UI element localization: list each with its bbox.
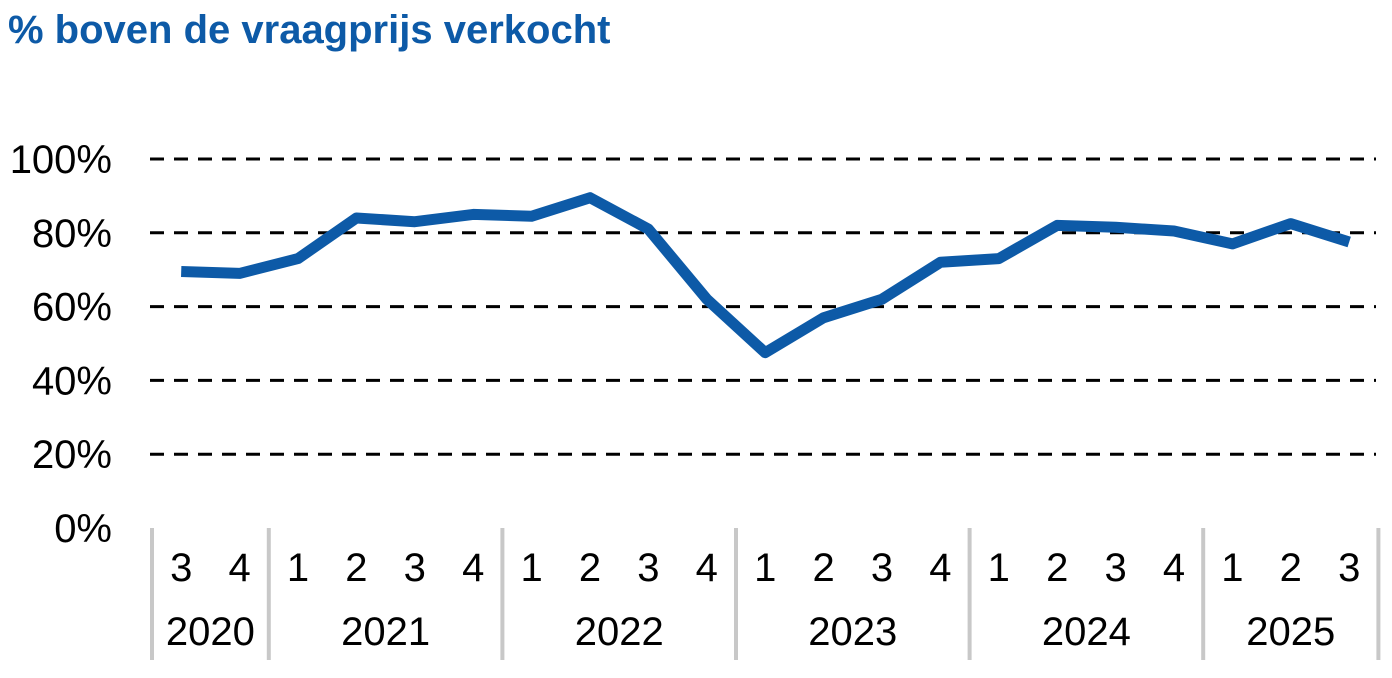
x-tick-label-year: 2022: [575, 610, 664, 654]
y-tick-label: 100%: [10, 138, 112, 182]
y-tick-label: 60%: [32, 286, 112, 330]
y-tick-label: 40%: [32, 359, 112, 403]
x-tick-label-quarter: 3: [871, 546, 893, 590]
x-tick-label-year: 2025: [1246, 610, 1335, 654]
x-tick-label-quarter: 2: [812, 546, 834, 590]
x-tick-label-quarter: 3: [1338, 546, 1360, 590]
x-tick-label-quarter: 2: [345, 546, 367, 590]
x-tick-label-quarter: 2: [579, 546, 601, 590]
x-tick-label-year: 2021: [341, 610, 430, 654]
x-tick-label-quarter: 1: [988, 546, 1010, 590]
x-tick-label-year: 2020: [166, 610, 255, 654]
chart-title: % boven de vraagprijs verkocht: [8, 8, 611, 52]
series-line: [181, 192, 1351, 359]
x-tick-label-quarter: 1: [520, 546, 542, 590]
x-tick-label-quarter: 3: [637, 546, 659, 590]
x-tick-label-quarter: 3: [170, 546, 192, 590]
y-tick-label: 80%: [32, 212, 112, 256]
x-tick-label-quarter: 1: [287, 546, 309, 590]
x-tick-label-quarter: 1: [1221, 546, 1243, 590]
x-tick-label-quarter: 2: [1046, 546, 1068, 590]
y-tick-label: 20%: [32, 433, 112, 477]
x-tick-label-quarter: 1: [754, 546, 776, 590]
x-tick-label-quarter: 3: [404, 546, 426, 590]
x-tick-label-quarter: 4: [696, 546, 718, 590]
x-tick-label-quarter: 4: [929, 546, 951, 590]
y-tick-label: 0%: [54, 507, 112, 551]
x-tick-label-year: 2023: [808, 610, 897, 654]
x-tick-label-quarter: 4: [462, 546, 484, 590]
x-tick-label-year: 2024: [1042, 610, 1131, 654]
x-tick-label-quarter: 3: [1104, 546, 1126, 590]
x-tick-label-quarter: 4: [228, 546, 250, 590]
x-tick-label-quarter: 2: [1280, 546, 1302, 590]
x-tick-label-quarter: 4: [1163, 546, 1185, 590]
